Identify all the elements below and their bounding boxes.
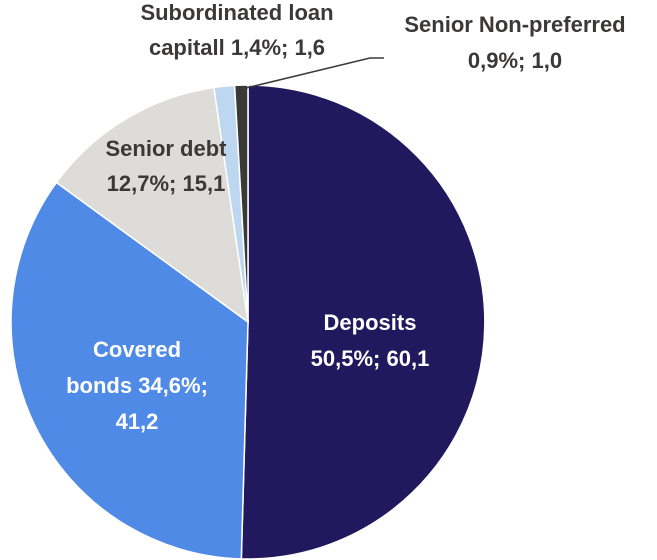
slice-labels: Deposits 50,5%; 60,1 Covered bonds 34,6%; 41… [66,0,626,434]
slice-label-line: Subordinated loan [140,0,333,25]
slice-label-covered-bonds: Covered bonds 34,6%; 41,2 [66,337,208,434]
slice-label-line: capitall 1,4%; 1,6 [149,35,325,60]
slice-label-line: 41,2 [116,409,159,434]
slice-label-senior-debt: Senior debt 12,7%; 15,1 [105,136,227,196]
pie-slice-senior-debt [55,86,249,324]
slice-label-subordinated-loan-capitall: Subordinated loan capitall 1,4%; 1,6 [140,0,333,60]
pie-slices [10,84,486,560]
slice-label-line: Covered [93,337,181,362]
slice-label-line: Deposits [324,310,417,335]
pie-slice-senior-non-preferred [233,84,249,323]
slice-label-line: 50,5%; 60,1 [311,346,430,371]
slice-label-line: Senior debt [105,136,227,161]
slice-label-line: 12,7%; 15,1 [107,171,226,196]
leader-lines [241,57,384,90]
pie-slice-deposits [240,84,486,560]
slice-label-line: bonds 34,6%; [66,373,208,398]
slice-label-line: 0,9%; 1,0 [468,48,562,73]
pie-slice-covered-bonds [10,181,249,560]
leader-line-senior-non-preferred [241,57,384,90]
slice-label-senior-non-preferred: Senior Non-preferred 0,9%; 1,0 [404,12,625,73]
slice-label-line: Senior Non-preferred [404,12,625,37]
slice-label-deposits: Deposits 50,5%; 60,1 [311,310,430,371]
